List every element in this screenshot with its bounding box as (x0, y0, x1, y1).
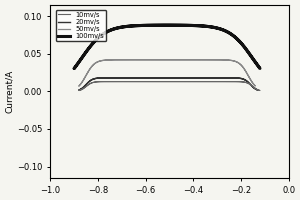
Legend: 10mv/s, 20mv/s, 50mv/s, 100mv/s: 10mv/s, 20mv/s, 50mv/s, 100mv/s (56, 10, 106, 41)
50mv/s (209, 59, 213, 61)
20mv/s (77, 89, 81, 91)
Line: 20mv/s: 20mv/s (79, 78, 258, 90)
Line: 50mv/s: 50mv/s (79, 60, 255, 86)
20mv/s (238, 77, 242, 79)
20mv/s (166, 77, 170, 79)
50mv/s (230, 59, 233, 62)
50mv/s (115, 59, 119, 61)
50mv/s (78, 84, 81, 86)
20mv/s (77, 89, 81, 91)
100mv/s (73, 66, 77, 69)
100mv/s (72, 67, 76, 70)
10mv/s (213, 80, 216, 83)
20mv/s (232, 77, 235, 79)
50mv/s (236, 61, 239, 64)
20mv/s (116, 77, 119, 79)
100mv/s (233, 36, 236, 38)
Y-axis label: Current/A: Current/A (5, 70, 14, 113)
100mv/s (212, 26, 215, 28)
50mv/s (77, 85, 81, 87)
10mv/s (116, 80, 120, 83)
10mv/s (173, 80, 177, 83)
Line: 100mv/s: 100mv/s (74, 25, 260, 68)
10mv/s (240, 81, 244, 83)
20mv/s (211, 77, 214, 79)
100mv/s (72, 67, 76, 70)
100mv/s (112, 28, 116, 30)
Line: 10mv/s: 10mv/s (79, 82, 260, 91)
10mv/s (77, 89, 81, 92)
20mv/s (172, 77, 175, 79)
100mv/s (171, 24, 175, 26)
10mv/s (77, 89, 81, 92)
100mv/s (165, 24, 169, 26)
50mv/s (77, 85, 81, 87)
50mv/s (171, 59, 174, 61)
10mv/s (167, 80, 171, 83)
10mv/s (78, 89, 82, 92)
50mv/s (165, 59, 169, 61)
10mv/s (233, 80, 237, 83)
100mv/s (240, 42, 243, 45)
20mv/s (78, 89, 82, 91)
